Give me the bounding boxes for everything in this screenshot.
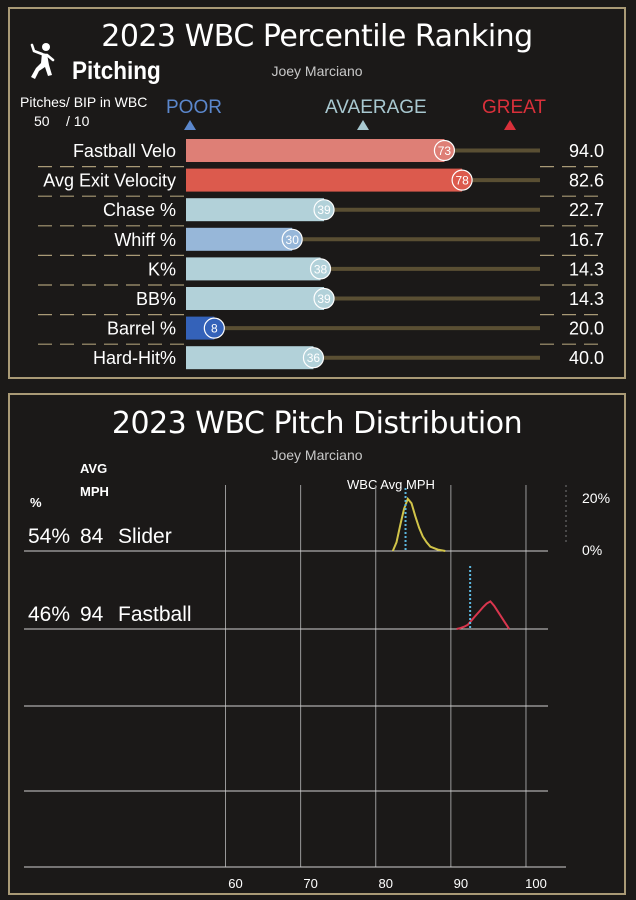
scale-great-label: GREAT — [482, 97, 547, 118]
metric-label: BB% — [136, 289, 176, 309]
percentile-marker — [433, 139, 456, 162]
percentile-bar — [186, 287, 325, 310]
pitch-distribution-panel: 2023 WBC Pitch Distribution Joey Marcian… — [8, 393, 626, 895]
percentile-bar — [186, 257, 321, 281]
percentile-value-label: 78 — [455, 174, 469, 188]
distribution-chart: 60 70 80 90 100 54% 84 Slider 46% 94 Fastball — [24, 485, 567, 891]
pitch-avg-mph: 84 — [80, 525, 104, 548]
metric-value: 82.6 — [569, 171, 604, 191]
percentile-value-label: 8 — [211, 322, 218, 336]
metric-label: Barrel % — [107, 319, 176, 339]
metric-label: K% — [148, 259, 176, 279]
percentile-title: 2023 WBC Percentile Ranking — [101, 19, 533, 54]
distribution-title: 2023 WBC Pitch Distribution — [111, 406, 523, 441]
percentile-value-label: 73 — [438, 144, 452, 158]
percentile-value-label: 39 — [317, 203, 331, 217]
percentile-value-label: 38 — [314, 262, 328, 276]
scale-poor-label: POOR — [166, 97, 222, 118]
percentile-bar — [186, 168, 463, 192]
metric-label: Fastball Velo — [73, 141, 176, 161]
percentile-marker — [313, 199, 335, 221]
pitches-count: 50 — [34, 113, 50, 129]
metric-label: Chase % — [103, 200, 176, 220]
percentile-marker — [302, 347, 325, 369]
x-tick-label: 90 — [454, 876, 468, 891]
bip-count: / 10 — [66, 113, 90, 129]
wbc-avg-label: WBC Avg MPH — [347, 477, 435, 492]
metric-value: 22.7 — [569, 200, 604, 220]
percentile-bar — [186, 139, 445, 162]
metric-value: 14.3 — [569, 259, 604, 279]
metric-value: 40.0 — [569, 348, 604, 368]
great-marker-icon — [504, 120, 516, 130]
x-tick-label: 60 — [228, 876, 242, 891]
percentile-value-label: 30 — [286, 233, 300, 247]
metric-label: Hard-Hit% — [93, 348, 176, 368]
percentile-ranking-panel: 2023 WBC Percentile Ranking Joey Marcian… — [8, 7, 626, 379]
distribution-subtitle: Joey Marciano — [271, 447, 363, 463]
percentile-bar — [186, 346, 314, 370]
percentile-marker — [309, 258, 332, 280]
x-tick-label: 100 — [525, 876, 547, 891]
pitch-avg-mph: 94 — [80, 603, 104, 626]
percentile-value-label: 36 — [307, 351, 321, 365]
mph-header: MPH — [80, 484, 109, 499]
x-tick-label: 70 — [303, 876, 317, 891]
section-label: Pitching — [72, 57, 161, 85]
avg-header: AVG — [80, 461, 108, 476]
percentile-bar — [186, 227, 293, 251]
metric-value: 16.7 — [569, 230, 604, 250]
density-scale-top: 20% — [582, 490, 611, 506]
percentile-marker — [203, 317, 225, 339]
metric-label: Whiff % — [114, 230, 176, 250]
metric-value: 14.3 — [569, 289, 604, 309]
pitch-usage-pct: 54% — [28, 525, 70, 548]
percentile-bar — [186, 198, 325, 222]
density-curve — [391, 496, 446, 552]
percentile-marker — [451, 169, 473, 191]
percentile-marker — [313, 287, 335, 310]
scale-average-label: AVAERAGE — [325, 97, 427, 118]
percentile-subtitle: Joey Marciano — [271, 63, 363, 79]
pitch-name: Fastball — [118, 603, 192, 626]
pitches-bip-label: Pitches/ BIP in WBC — [20, 94, 148, 110]
metric-value: 20.0 — [569, 319, 604, 339]
pct-header: % — [30, 495, 42, 510]
metric-value: 94.0 — [569, 141, 604, 161]
poor-marker-icon — [184, 120, 196, 130]
average-marker-icon — [357, 120, 369, 130]
percentile-marker — [281, 228, 303, 250]
pitch-usage-pct: 46% — [28, 603, 70, 626]
density-scale-bottom: 0% — [582, 542, 603, 558]
density-curve — [456, 600, 511, 630]
percentile-value-label: 39 — [317, 292, 331, 306]
metric-label: Avg Exit Velocity — [43, 171, 176, 191]
x-tick-label: 80 — [379, 876, 393, 891]
pitcher-icon — [30, 43, 55, 79]
pitch-name: Slider — [118, 525, 172, 548]
